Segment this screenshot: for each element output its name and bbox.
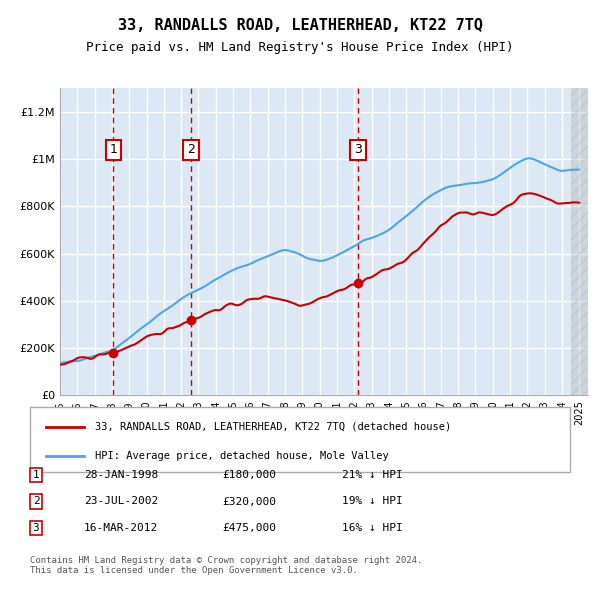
Text: £475,000: £475,000 <box>222 523 276 533</box>
Text: HPI: Average price, detached house, Mole Valley: HPI: Average price, detached house, Mole… <box>95 451 389 461</box>
Text: 33, RANDALLS ROAD, LEATHERHEAD, KT22 7TQ (detached house): 33, RANDALLS ROAD, LEATHERHEAD, KT22 7TQ… <box>95 422 451 431</box>
Text: Contains HM Land Registry data © Crown copyright and database right 2024.
This d: Contains HM Land Registry data © Crown c… <box>30 556 422 575</box>
Text: 19% ↓ HPI: 19% ↓ HPI <box>342 497 403 506</box>
Text: Price paid vs. HM Land Registry's House Price Index (HPI): Price paid vs. HM Land Registry's House … <box>86 41 514 54</box>
Text: 3: 3 <box>32 523 40 533</box>
Text: 2: 2 <box>187 143 195 156</box>
Text: £320,000: £320,000 <box>222 497 276 506</box>
Text: 33, RANDALLS ROAD, LEATHERHEAD, KT22 7TQ: 33, RANDALLS ROAD, LEATHERHEAD, KT22 7TQ <box>118 18 482 32</box>
Text: 16-MAR-2012: 16-MAR-2012 <box>84 523 158 533</box>
Text: 3: 3 <box>354 143 362 156</box>
Text: 1: 1 <box>32 470 40 480</box>
Text: 28-JAN-1998: 28-JAN-1998 <box>84 470 158 480</box>
Text: £180,000: £180,000 <box>222 470 276 480</box>
Text: 21% ↓ HPI: 21% ↓ HPI <box>342 470 403 480</box>
Text: 2: 2 <box>32 497 40 506</box>
Text: 16% ↓ HPI: 16% ↓ HPI <box>342 523 403 533</box>
Text: 23-JUL-2002: 23-JUL-2002 <box>84 497 158 506</box>
FancyBboxPatch shape <box>30 407 570 472</box>
Text: 1: 1 <box>109 143 117 156</box>
